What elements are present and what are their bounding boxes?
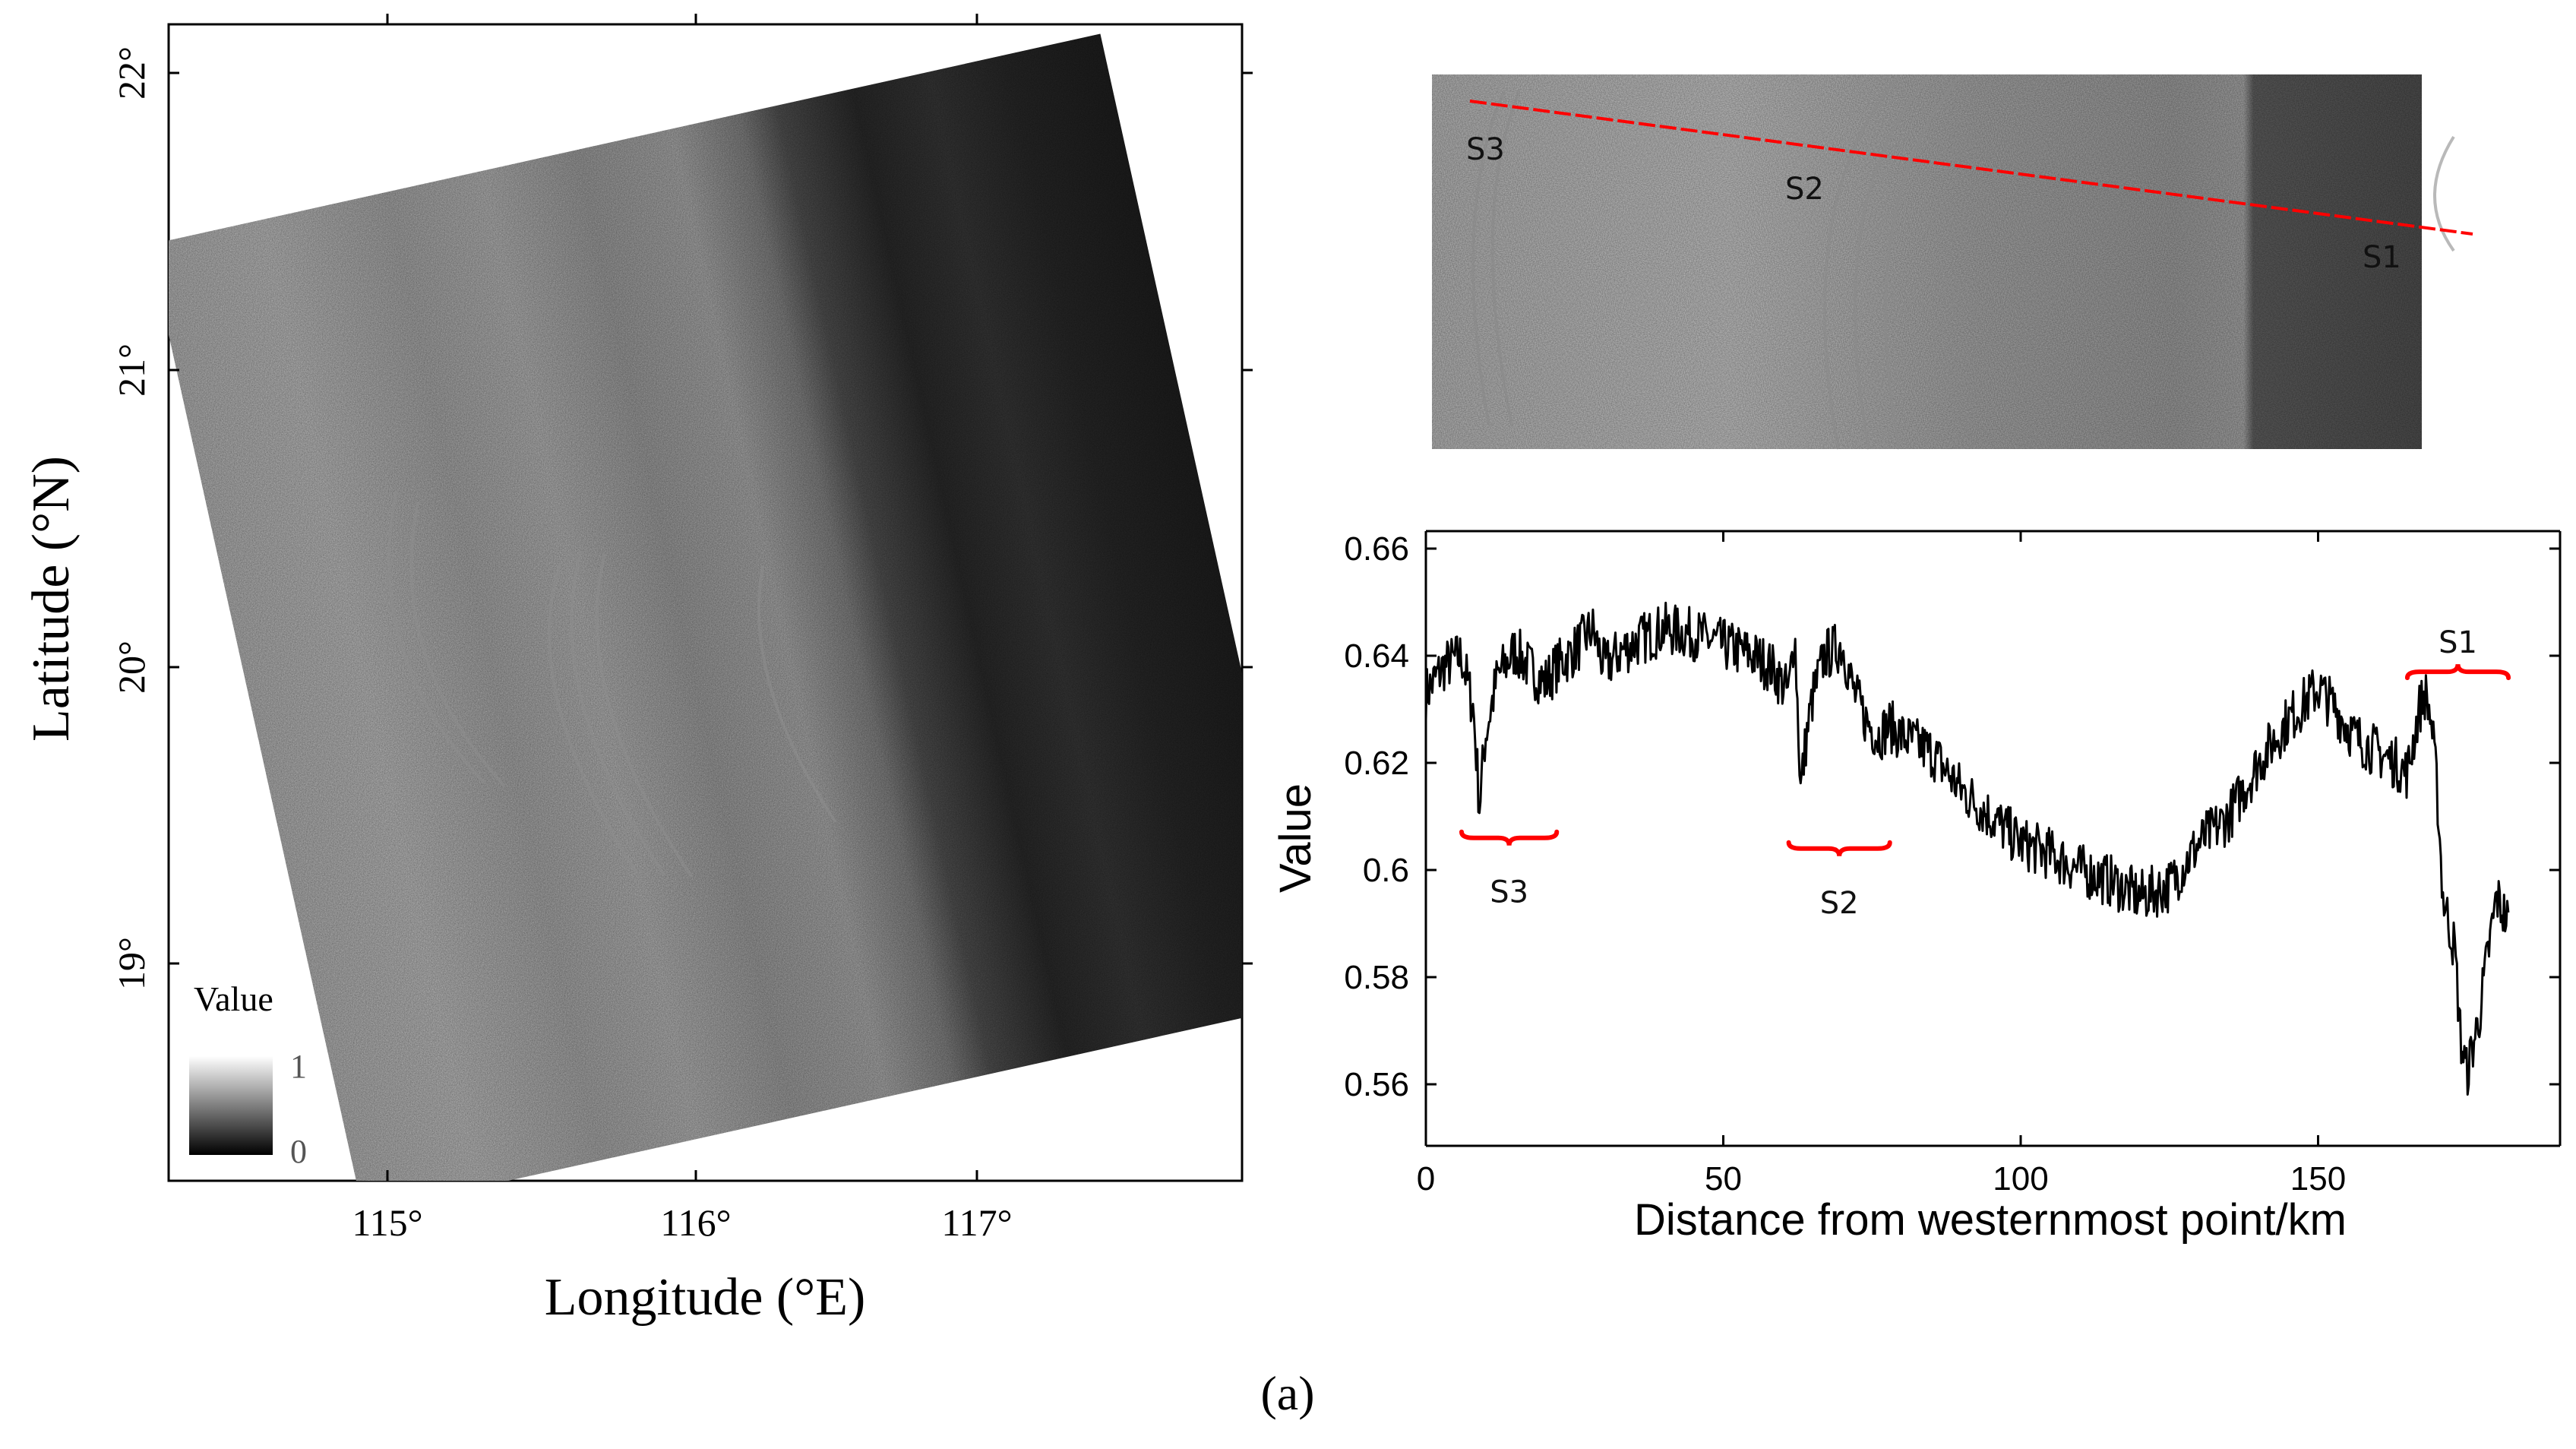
x-tick-label: 100 (1993, 1160, 2048, 1197)
colorbar-max-label: 1 (290, 1048, 307, 1085)
annotation-brace (1786, 840, 1892, 857)
y-tick-label: 0.58 (1344, 959, 1409, 996)
sar-image (169, 33, 1242, 1181)
map-y-tick-label: 21° (110, 343, 153, 397)
annotation-brace (1459, 829, 1560, 846)
inset-marker-label: S1 (2363, 240, 2401, 275)
colorbar-legend: Value 1 0 (189, 979, 307, 1170)
y-tick-label: 0.64 (1344, 637, 1409, 675)
colorbar-title: Value (194, 979, 273, 1018)
chart-ticks: 0 50 100 150 0.56 0.58 0.6 0.62 0.64 0.66 (1344, 530, 2560, 1197)
annotation-label: S1 (2439, 625, 2477, 660)
map-x-tick-label: 116° (660, 1201, 731, 1244)
colorbar-gradient (189, 1056, 273, 1155)
x-tick-label: 50 (1705, 1160, 1742, 1197)
y-tick-label: 0.6 (1363, 852, 1409, 889)
colorbar-min-label: 0 (290, 1133, 307, 1170)
annotation-label: S2 (1820, 886, 1859, 921)
y-tick-label: 0.66 (1344, 530, 1409, 568)
x-tick-label: 150 (2290, 1160, 2346, 1197)
chart-line-layer (1424, 601, 2510, 1096)
annotation-brace (2404, 663, 2511, 681)
chart-annotations: S3 S2 S1 (1459, 625, 2511, 921)
y-tick-label: 0.62 (1344, 745, 1409, 782)
map-ticks (169, 14, 1253, 1181)
map-x-tick-label: 115° (352, 1201, 422, 1244)
x-tick-label: 0 (1417, 1160, 1435, 1197)
sar-map-panel: 115° 116° 117° 19° 20° 21° 22° Longitude… (22, 14, 1253, 1327)
map-y-tick-label: 19° (110, 937, 153, 990)
profile-series-line (1424, 601, 2510, 1096)
map-y-axis-title: Latitude (°N) (22, 456, 81, 742)
panel-label: (a) (1260, 1366, 1314, 1420)
transect-line (1469, 100, 2473, 236)
map-y-tick-label: 20° (110, 641, 153, 694)
inset-marker-label: S2 (1785, 172, 1824, 207)
annotation-label: S3 (1490, 875, 1528, 910)
map-y-tick-label: 22° (110, 46, 153, 100)
map-x-axis-title: Longitude (°E) (545, 1268, 866, 1327)
inset-marker-label: S3 (1466, 132, 1505, 167)
chart-x-axis-title: Distance from westernmost point/km (1634, 1195, 2347, 1245)
inset-sar-image: S3 S2 S1 (1432, 74, 2473, 450)
map-x-tick-label: 117° (941, 1201, 1012, 1244)
y-tick-label: 0.56 (1344, 1066, 1409, 1103)
chart-y-axis-title: Value (1271, 783, 1320, 893)
chart-axes (1424, 530, 2562, 1147)
